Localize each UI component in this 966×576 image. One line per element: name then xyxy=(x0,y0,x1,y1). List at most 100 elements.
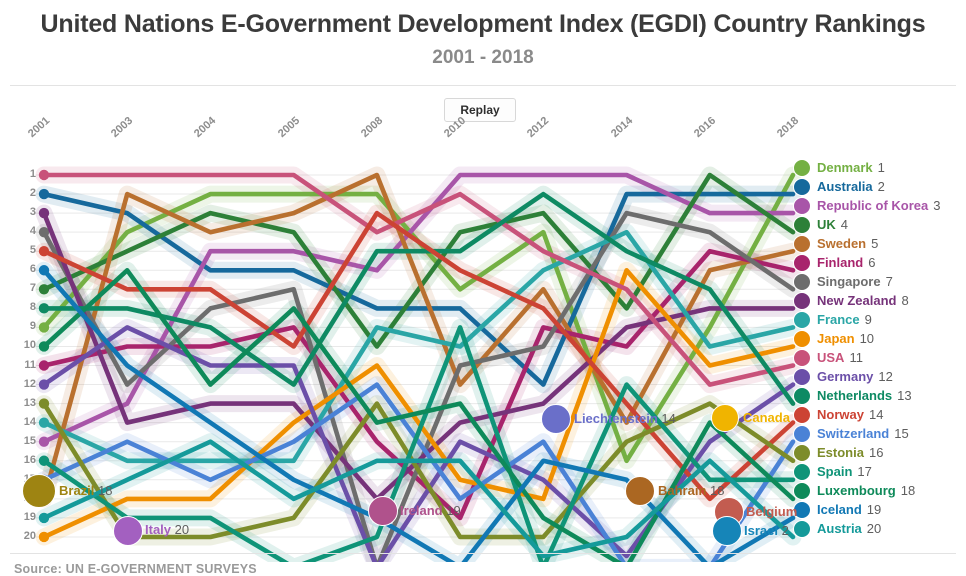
legend-item-france[interactable]: France 9 xyxy=(793,310,966,329)
legend-item-finland[interactable]: Finland 6 xyxy=(793,253,966,272)
legend-item-japan[interactable]: Japan 10 xyxy=(793,329,966,348)
legend-color-dot xyxy=(793,158,811,177)
annotation-country-name: Bahrain xyxy=(658,483,707,498)
legend-color-dot xyxy=(793,272,811,291)
legend-rank-value: 5 xyxy=(871,236,879,251)
annotation-dot-canada[interactable] xyxy=(711,404,739,432)
series-line xyxy=(41,325,796,562)
y-axis-label-13: 13 xyxy=(23,396,36,409)
y-axis-label-15: 15 xyxy=(23,434,36,447)
y-axis-label-3: 3 xyxy=(29,206,36,219)
series-start-dot xyxy=(38,207,50,219)
annotation-label-bahrain: Bahrain 18 xyxy=(658,483,725,498)
annotation-country-name: Belgium xyxy=(746,504,798,519)
legend-item-sweden[interactable]: Sweden 5 xyxy=(793,234,966,253)
y-axis-label-12: 12 xyxy=(23,377,36,390)
legend-item-republic-of-korea[interactable]: Republic of Korea 3 xyxy=(793,196,966,215)
legend-item-uk[interactable]: UK 4 xyxy=(793,215,966,234)
replay-button[interactable]: Replay xyxy=(444,98,516,122)
legend-rank-value: 12 xyxy=(878,369,893,384)
legend-country-name: Singapore xyxy=(817,274,881,289)
legend-color-dot xyxy=(793,424,811,443)
legend-country-name: Finland xyxy=(817,255,864,270)
legend-country-name: Norway xyxy=(817,407,864,422)
legend-color-dot xyxy=(793,310,811,329)
annotation-dot-israel[interactable] xyxy=(712,516,742,546)
series-start-dot xyxy=(38,398,50,409)
series-line xyxy=(41,172,796,387)
y-axis-label-20: 20 xyxy=(23,529,36,542)
y-axis-label-11: 11 xyxy=(24,358,36,371)
annotation-dot-bahrain[interactable] xyxy=(625,476,655,506)
legend-rank-value: 8 xyxy=(901,293,909,308)
legend-rank-value: 9 xyxy=(864,312,872,327)
series-start-dot xyxy=(38,417,50,428)
legend-rank-value: 20 xyxy=(866,521,882,536)
series-lines xyxy=(38,169,796,562)
legend-rank-value: 10 xyxy=(859,331,875,346)
legend-country-name: Australia xyxy=(817,179,873,194)
series-line xyxy=(41,268,796,540)
annotation-country-name: Ireland xyxy=(400,503,443,518)
legend-item-netherlands[interactable]: Netherlands 13 xyxy=(793,386,966,405)
series-start-dot xyxy=(38,265,50,276)
legend-rank-value: 14 xyxy=(868,407,884,422)
legend-item-usa[interactable]: USA 11 xyxy=(793,348,966,367)
legend-item-singapore[interactable]: Singapore 7 xyxy=(793,272,966,291)
legend-item-spain[interactable]: Spain 17 xyxy=(793,462,966,481)
legend-country-name: Switzerland xyxy=(817,426,890,441)
legend-item-denmark[interactable]: Denmark 1 xyxy=(793,158,966,177)
annotation-rank-value: 20 xyxy=(174,522,190,537)
annotation-country-name: Italy xyxy=(145,522,172,537)
series-start-dot xyxy=(38,169,50,181)
annotation-dot-ireland[interactable] xyxy=(368,496,398,526)
y-axis-label-9: 9 xyxy=(29,320,36,333)
legend-item-australia[interactable]: Australia 2 xyxy=(793,177,966,196)
series-start-dot xyxy=(38,379,50,390)
legend-country-name: New Zealand xyxy=(817,293,897,308)
y-axis-label-8: 8 xyxy=(29,301,36,314)
legend-rank-value: 2 xyxy=(877,179,885,194)
legend-country-name: Japan xyxy=(817,331,855,346)
series-start-dot xyxy=(38,322,50,333)
series-start-dot xyxy=(38,455,50,466)
legend-country-name: UK xyxy=(817,217,836,232)
legend-item-luxembourg[interactable]: Luxembourg 18 xyxy=(793,481,966,500)
y-axis-label-4: 4 xyxy=(29,225,36,238)
annotation-rank-value: 14 xyxy=(661,411,676,426)
y-axis-label-19: 19 xyxy=(23,510,36,523)
legend-rank-value: 13 xyxy=(897,388,912,403)
legend-country-name: France xyxy=(817,312,860,327)
annotation-dot-brazil[interactable] xyxy=(22,474,56,508)
legend-item-estonia[interactable]: Estonia 16 xyxy=(793,443,966,462)
y-axis-label-7: 7 xyxy=(29,282,36,295)
series-line xyxy=(41,210,796,502)
annotation-label-brazil: Brazil 18 xyxy=(59,483,113,498)
legend-item-new-zealand[interactable]: New Zealand 8 xyxy=(793,291,966,310)
annotation-rank-value: 2 xyxy=(781,523,789,538)
legend-color-dot xyxy=(793,519,811,538)
legend-rank-value: 19 xyxy=(866,502,882,517)
annotation-dot-italy[interactable] xyxy=(113,516,143,546)
legend-item-switzerland[interactable]: Switzerland 15 xyxy=(793,424,966,443)
series-line xyxy=(41,191,796,406)
legend-color-dot xyxy=(793,443,811,462)
legend-country-name: Sweden xyxy=(817,236,867,251)
legend-item-norway[interactable]: Norway 14 xyxy=(793,405,966,424)
legend-color-dot xyxy=(793,348,811,367)
annotation-dot-liechtenstein[interactable] xyxy=(541,404,571,434)
series-start-dot xyxy=(38,303,50,314)
y-axis-label-14: 14 xyxy=(23,415,36,428)
legend-item-iceland[interactable]: Iceland 19 xyxy=(793,500,966,519)
legend-country-name: Denmark xyxy=(817,160,873,175)
legend-color-dot xyxy=(793,386,811,405)
legend-color-dot xyxy=(793,367,811,386)
series-start-dot xyxy=(38,341,50,352)
legend-country-name: Germany xyxy=(817,369,874,384)
y-axis-label-16: 16 xyxy=(23,453,36,466)
page-title: United Nations E-Government Development … xyxy=(40,10,926,38)
legend-item-germany[interactable]: Germany 12 xyxy=(793,367,966,386)
legend-rank-value: 3 xyxy=(933,198,941,213)
legend-item-austria[interactable]: Austria 20 xyxy=(793,519,966,538)
